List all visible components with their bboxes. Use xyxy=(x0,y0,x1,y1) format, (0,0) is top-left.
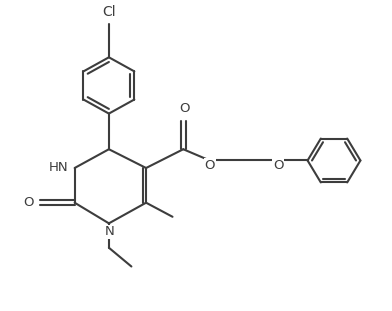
Text: Cl: Cl xyxy=(102,5,116,19)
Text: O: O xyxy=(23,196,34,209)
Text: O: O xyxy=(205,159,215,172)
Text: O: O xyxy=(179,102,189,115)
Text: N: N xyxy=(105,225,115,238)
Text: O: O xyxy=(273,159,283,172)
Text: HN: HN xyxy=(49,160,69,174)
